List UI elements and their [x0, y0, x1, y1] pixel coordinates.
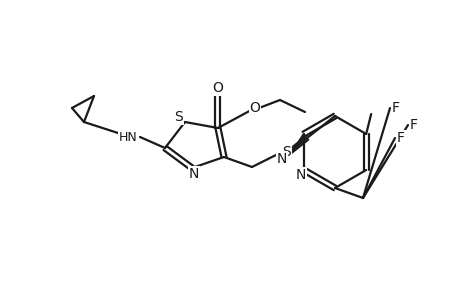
- Text: F: F: [391, 101, 399, 115]
- Text: O: O: [212, 81, 223, 95]
- Text: S: S: [174, 110, 183, 124]
- Text: F: F: [396, 131, 404, 145]
- Text: N: N: [188, 167, 199, 181]
- Text: F: F: [409, 118, 417, 132]
- Text: N: N: [276, 152, 286, 166]
- Text: N: N: [295, 168, 305, 182]
- Text: HN: HN: [118, 130, 137, 143]
- Text: O: O: [249, 101, 260, 115]
- Text: S: S: [282, 145, 291, 159]
